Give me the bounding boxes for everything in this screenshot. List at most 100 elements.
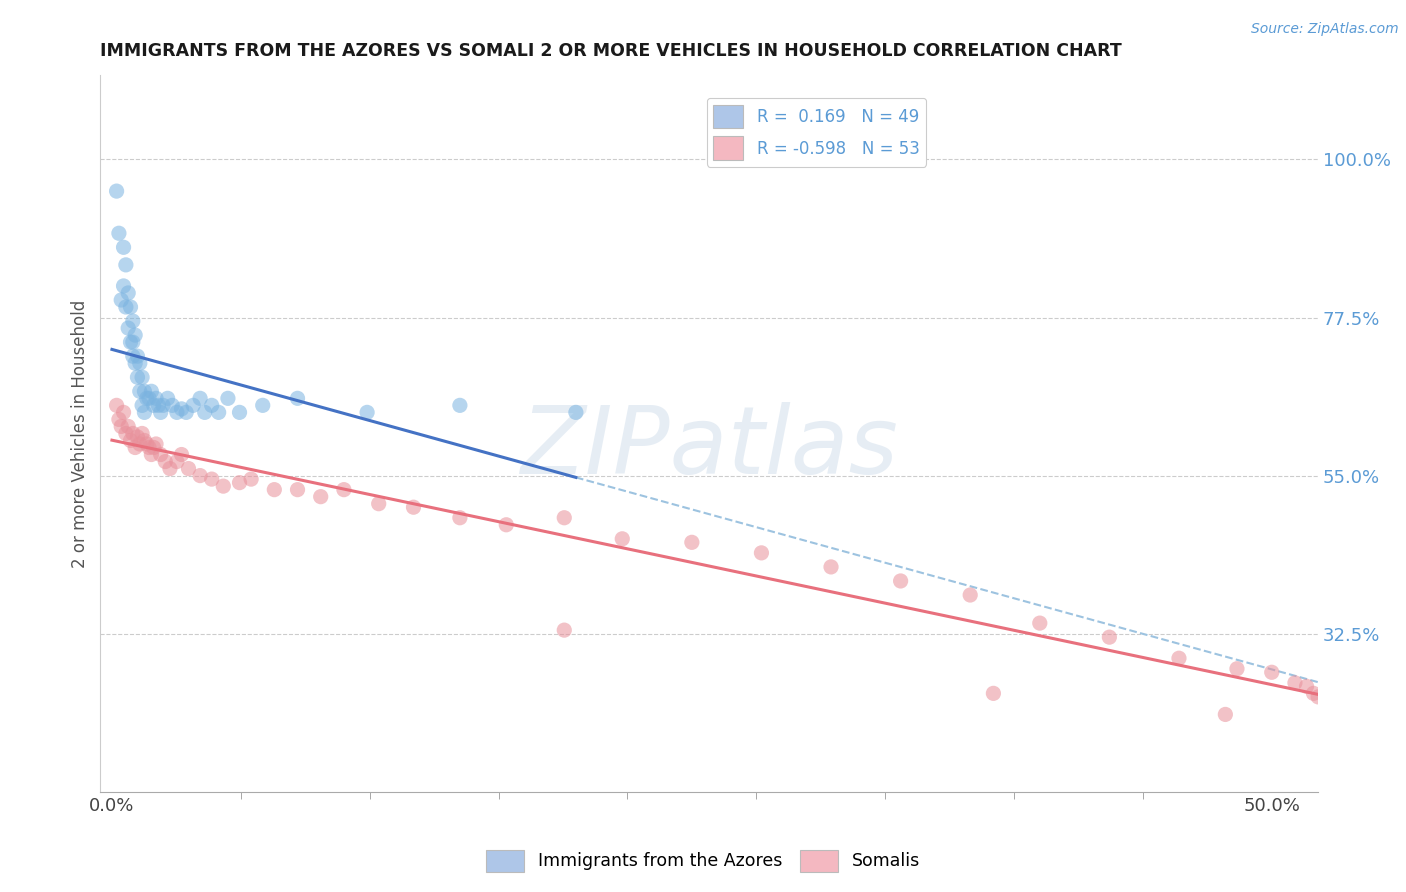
Point <box>170 448 193 462</box>
Point <box>142 398 165 412</box>
Point <box>188 392 211 406</box>
Point <box>120 335 142 350</box>
Point <box>159 461 181 475</box>
Point <box>402 500 425 515</box>
Point <box>208 405 231 419</box>
Point <box>134 384 156 399</box>
Point <box>108 226 131 240</box>
Point <box>449 510 471 524</box>
Point <box>135 392 157 406</box>
Point <box>959 588 981 602</box>
Point <box>156 392 179 406</box>
Point <box>170 401 193 416</box>
Point <box>820 560 842 574</box>
Point <box>155 454 177 468</box>
Point <box>117 321 139 335</box>
Point <box>166 405 188 419</box>
Point <box>1284 675 1306 690</box>
Point <box>287 392 309 406</box>
Point <box>117 285 139 300</box>
Point <box>115 426 138 441</box>
Point <box>201 398 224 412</box>
Point <box>134 405 156 419</box>
Point <box>287 483 309 497</box>
Point <box>309 490 332 504</box>
Legend: Immigrants from the Azores, Somalis: Immigrants from the Azores, Somalis <box>479 843 927 879</box>
Point <box>1261 665 1284 680</box>
Point <box>751 546 773 560</box>
Point <box>127 349 149 363</box>
Point <box>181 398 204 412</box>
Point <box>115 258 138 272</box>
Point <box>148 398 170 412</box>
Y-axis label: 2 or more Vehicles in Household: 2 or more Vehicles in Household <box>72 300 89 567</box>
Point <box>356 405 378 419</box>
Point <box>201 472 224 486</box>
Point <box>120 300 142 314</box>
Point <box>1226 662 1249 676</box>
Point <box>983 686 1005 700</box>
Point <box>177 461 200 475</box>
Point <box>212 479 235 493</box>
Point <box>333 483 356 497</box>
Point <box>131 398 153 412</box>
Point <box>121 314 143 328</box>
Point <box>553 510 575 524</box>
Point <box>131 426 153 441</box>
Point <box>105 184 128 198</box>
Point <box>263 483 285 497</box>
Point <box>553 623 575 637</box>
Point <box>112 240 135 254</box>
Point <box>127 430 149 444</box>
Point <box>141 448 163 462</box>
Point <box>1295 679 1317 693</box>
Point <box>121 335 143 350</box>
Point <box>228 405 250 419</box>
Point <box>228 475 250 490</box>
Point <box>112 279 135 293</box>
Point <box>138 392 160 406</box>
Point <box>138 441 160 455</box>
Point <box>495 517 517 532</box>
Point <box>162 398 184 412</box>
Point <box>141 384 163 399</box>
Point <box>890 574 912 588</box>
Text: IMMIGRANTS FROM THE AZORES VS SOMALI 2 OR MORE VEHICLES IN HOUSEHOLD CORRELATION: IMMIGRANTS FROM THE AZORES VS SOMALI 2 O… <box>100 42 1122 60</box>
Point <box>110 293 132 307</box>
Point <box>112 405 135 419</box>
Point <box>117 419 139 434</box>
Point <box>149 448 172 462</box>
Point <box>1302 686 1324 700</box>
Point <box>1308 690 1330 704</box>
Point <box>135 437 157 451</box>
Text: ZIPatlas: ZIPatlas <box>520 402 898 493</box>
Point <box>124 441 146 455</box>
Point <box>217 392 239 406</box>
Point <box>131 370 153 384</box>
Point <box>1098 630 1121 644</box>
Point <box>252 398 274 412</box>
Point <box>142 441 165 455</box>
Point <box>108 412 131 426</box>
Point <box>128 437 150 451</box>
Point <box>188 468 211 483</box>
Point <box>128 384 150 399</box>
Point <box>1168 651 1191 665</box>
Point <box>128 356 150 370</box>
Point <box>240 472 263 486</box>
Point <box>105 398 128 412</box>
Point <box>124 328 146 343</box>
Point <box>194 405 217 419</box>
Point <box>1215 707 1237 722</box>
Point <box>449 398 471 412</box>
Point <box>110 419 132 434</box>
Point <box>174 405 197 419</box>
Point <box>612 532 634 546</box>
Point <box>149 405 172 419</box>
Point <box>1029 616 1052 631</box>
Point <box>124 356 146 370</box>
Point <box>127 370 149 384</box>
Point <box>152 398 174 412</box>
Point <box>166 454 188 468</box>
Point <box>120 434 142 448</box>
